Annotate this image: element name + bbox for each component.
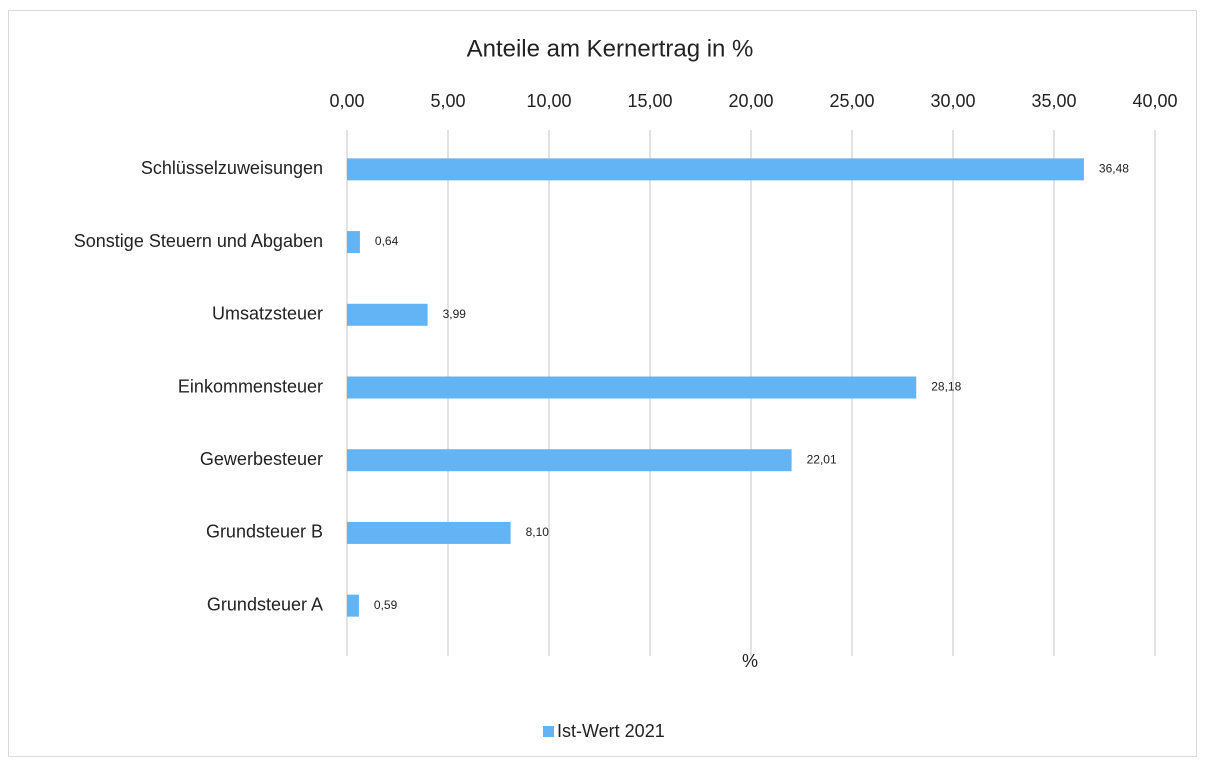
bar (347, 376, 917, 399)
bar (347, 158, 1084, 181)
y-tick-label: Gewerbesteuer (200, 449, 323, 469)
x-tick-label: 10,00 (526, 91, 571, 111)
bar (347, 303, 428, 326)
y-tick-label: Schlüsselzuweisungen (141, 158, 323, 178)
data-label: 8,10 (526, 525, 550, 539)
x-axis-label: % (742, 651, 758, 671)
y-tick-label: Grundsteuer A (207, 594, 323, 614)
data-label: 0,59 (374, 598, 398, 612)
legend-label: Ist-Wert 2021 (557, 721, 665, 741)
data-label: 3,99 (443, 307, 467, 321)
y-tick-label: Sonstige Steuern und Abgaben (74, 231, 323, 251)
x-tick-label: 0,00 (329, 91, 364, 111)
data-label: 22,01 (807, 452, 837, 466)
bar (347, 521, 511, 544)
bar (347, 449, 792, 472)
x-tick-label: 5,00 (430, 91, 465, 111)
data-label: 0,64 (375, 234, 399, 248)
x-tick-label: 35,00 (1031, 91, 1076, 111)
data-label: 28,18 (931, 380, 961, 394)
y-tick-label: Umsatzsteuer (212, 304, 323, 324)
bar (347, 231, 360, 254)
x-tick-label: 25,00 (829, 91, 874, 111)
data-label: 36,48 (1099, 162, 1129, 176)
x-tick-label: 30,00 (930, 91, 975, 111)
bar (347, 594, 359, 617)
x-tick-label: 20,00 (728, 91, 773, 111)
x-tick-label: 15,00 (627, 91, 672, 111)
legend-swatch (543, 726, 554, 737)
x-tick-label: 40,00 (1132, 91, 1177, 111)
y-tick-label: Einkommensteuer (178, 376, 323, 396)
chart-title: Anteile am Kernertrag in % (467, 35, 754, 62)
y-tick-label: Grundsteuer B (206, 522, 323, 542)
